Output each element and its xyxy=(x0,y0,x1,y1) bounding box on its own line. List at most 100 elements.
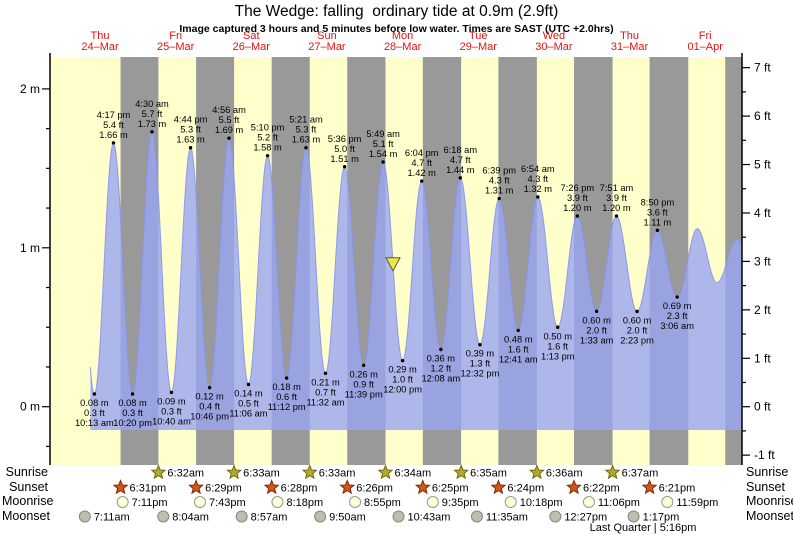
moonset-row-label-right: Moonset xyxy=(746,509,793,523)
sunset-time: 6:22pm xyxy=(583,483,620,495)
sunset-time: 6:25pm xyxy=(432,483,469,495)
tide-extreme-label-low: 0.21 m xyxy=(311,377,340,387)
tide-extreme-label-high: 1.51 m xyxy=(330,154,359,164)
right-axis-label: -1 ft xyxy=(754,448,775,462)
sunset-star-icon xyxy=(263,479,280,495)
sunset-row-label-left: Sunset xyxy=(9,480,48,494)
tide-extreme-label-low: 0.60 m xyxy=(582,315,611,325)
tide-extreme-label-high: 4.7 ft xyxy=(450,155,471,165)
tide-extreme-label-high: 6:18 am xyxy=(443,145,477,155)
day-header-date: 31–Mar xyxy=(611,41,649,53)
moonrise-circle-icon xyxy=(426,496,439,508)
tide-extreme-dot xyxy=(342,165,347,169)
tide-extreme-label-low: 12:41 am xyxy=(499,354,538,364)
sunrise-time: 6:35am xyxy=(470,468,507,480)
moonset-circle-icon xyxy=(235,510,248,523)
moonrise-circle-icon xyxy=(504,496,517,508)
tide-extreme-label-high: 5:10 pm xyxy=(251,123,285,133)
tide-extreme-dot xyxy=(246,382,251,387)
tide-extreme-label-low: 11:32 am xyxy=(306,397,344,407)
tide-extreme-dot xyxy=(420,179,424,183)
sunset-row-label-right: Sunset xyxy=(746,480,785,494)
moonset-time: 8:57am xyxy=(251,512,288,524)
moonrise-circle-icon xyxy=(349,496,362,508)
sunrise-time: 6:34am xyxy=(394,468,431,480)
moonrise-time: 10:18pm xyxy=(520,497,563,509)
day-header-weekday: Wed xyxy=(543,30,565,42)
day-header-date: 26–Mar xyxy=(233,41,271,53)
tide-extreme-dot xyxy=(227,136,231,140)
tide-extreme-label-high: 8:50 pm xyxy=(641,197,675,207)
moonset-circle-icon xyxy=(314,510,327,523)
tide-extreme-dot xyxy=(207,385,212,390)
day-header-date: 27–Mar xyxy=(308,41,346,53)
tide-extreme-label-low: 12:08 am xyxy=(421,373,460,383)
tide-extreme-label-high: 5.0 ft xyxy=(334,144,355,154)
tide-extreme-label-low: 0.29 m xyxy=(388,365,417,375)
sunset-star-icon xyxy=(566,479,582,495)
sunset-star-icon xyxy=(339,479,356,495)
tide-extreme-label-low: 0.39 m xyxy=(466,349,495,359)
tide-extreme-label-high: 3.6 ft xyxy=(647,207,668,217)
tide-extreme-label-low: 0.48 m xyxy=(504,334,533,344)
moonrise-circle-icon xyxy=(271,496,284,508)
right-axis-label: 1 ft xyxy=(754,351,771,365)
tide-extreme-label-low: 11:12 pm xyxy=(268,402,306,412)
day-header-date: 01–Apr xyxy=(687,41,723,53)
tide-extreme-dot xyxy=(284,376,289,380)
tide-extreme-dot xyxy=(516,328,520,333)
tide-extreme-dot xyxy=(265,153,270,158)
left-axis-label: 1 m xyxy=(20,241,40,255)
moonset-time: 9:50am xyxy=(329,512,366,524)
now-marker-icon xyxy=(385,257,401,272)
tide-extreme-label-high: 5:36 pm xyxy=(328,134,362,144)
tide-extreme-label-low: 1.0 ft xyxy=(392,375,413,385)
moonset-circle-icon xyxy=(549,510,562,523)
day-header-weekday: Tue xyxy=(469,30,488,42)
moonset-circle-icon xyxy=(392,510,405,523)
day-header-date: 25–Mar xyxy=(157,41,195,53)
sunrise-time: 6:33am xyxy=(243,468,280,480)
moonset-row-label-left: Moonset xyxy=(2,509,50,523)
moonset-time: 10:43am xyxy=(408,512,451,524)
tide-extreme-label-low: 1:33 am xyxy=(580,335,614,345)
sunset-time: 6:24pm xyxy=(507,483,544,495)
tide-extreme-label-low: 2.0 ft xyxy=(586,325,607,335)
moonrise-circle-icon xyxy=(582,496,595,508)
tide-extreme-dot xyxy=(439,347,443,352)
tide-extreme-label-low: 0.3 ft xyxy=(161,406,182,416)
day-header-weekday: Mon xyxy=(392,30,413,42)
right-axis-label: 5 ft xyxy=(754,158,771,172)
moonrise-time: 8:18pm xyxy=(286,497,323,509)
tide-extreme-label-high: 3.9 ft xyxy=(606,193,627,203)
tide-extreme-label-high: 1.58 m xyxy=(253,143,282,153)
sunset-time: 6:28pm xyxy=(281,483,318,495)
tide-extreme-label-high: 6:54 am xyxy=(521,164,555,174)
tide-extreme-label-low: 2:23 pm xyxy=(620,335,654,345)
sunrise-star-icon xyxy=(377,464,394,480)
tide-extreme-label-low: 0.36 m xyxy=(427,353,456,363)
tide-extreme-label-low: 0.6 ft xyxy=(276,392,297,402)
tide-extreme-label-low: 0.3 ft xyxy=(84,408,105,418)
right-axis-label: 0 ft xyxy=(754,400,771,414)
sunrise-time: 6:37am xyxy=(622,468,659,480)
sunset-star-icon xyxy=(188,479,204,495)
moonset-time: 1:17pm xyxy=(643,512,680,524)
sunset-time: 6:21pm xyxy=(659,483,696,495)
left-axis-label: 0 m xyxy=(20,400,40,414)
tide-extreme-dot xyxy=(594,309,599,314)
tide-extreme-label-high: 1.20 m xyxy=(602,203,631,213)
moonset-time: 7:11am xyxy=(94,512,130,524)
tide-extreme-label-low: 0.4 ft xyxy=(199,402,220,412)
sunset-star-icon xyxy=(414,479,431,495)
sunrise-star-icon xyxy=(226,464,243,480)
day-header-weekday: Sat xyxy=(243,30,260,42)
tide-extreme-label-high: 1.31 m xyxy=(485,186,514,196)
tide-extreme-label-high: 5.5 ft xyxy=(219,115,240,125)
tide-extreme-label-low: 0.60 m xyxy=(623,315,652,325)
sunset-star-icon xyxy=(112,479,129,495)
tide-extreme-label-low: 3:06 am xyxy=(660,321,694,331)
tide-extreme-dot xyxy=(635,309,639,314)
tide-extreme-label-high: 6:04 pm xyxy=(405,148,439,158)
